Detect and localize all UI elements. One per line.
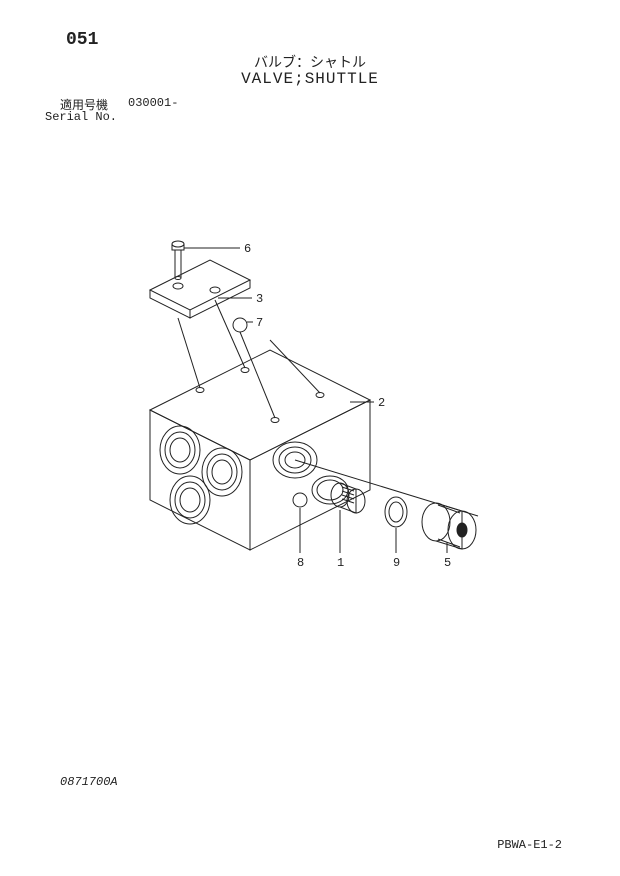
cover-plate xyxy=(150,260,250,318)
o-ring-icon xyxy=(385,497,407,527)
ball-lower-icon xyxy=(293,493,307,507)
ball-upper-icon xyxy=(233,318,247,332)
exploded-view-diagram xyxy=(0,0,620,876)
plug-outer-icon xyxy=(422,503,476,549)
